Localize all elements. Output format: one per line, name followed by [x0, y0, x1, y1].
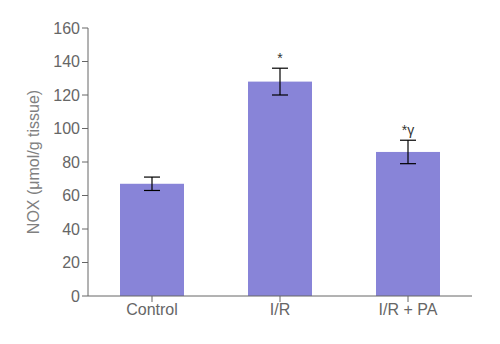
svg-text:40: 40	[62, 221, 80, 238]
svg-text:NOX (μmol/g tissue): NOX (μmol/g tissue)	[25, 90, 42, 234]
svg-text:60: 60	[62, 187, 80, 204]
svg-text:160: 160	[53, 20, 80, 37]
svg-text:0: 0	[71, 288, 80, 305]
svg-text:*γ: *γ	[402, 122, 414, 138]
svg-text:80: 80	[62, 154, 80, 171]
svg-text:20: 20	[62, 254, 80, 271]
svg-text:100: 100	[53, 120, 80, 137]
svg-text:Control: Control	[126, 301, 178, 318]
svg-text:I/R: I/R	[270, 301, 290, 318]
svg-text:140: 140	[53, 53, 80, 70]
svg-text:120: 120	[53, 87, 80, 104]
svg-text:*: *	[277, 50, 283, 66]
svg-text:I/R + PA: I/R + PA	[379, 301, 438, 318]
